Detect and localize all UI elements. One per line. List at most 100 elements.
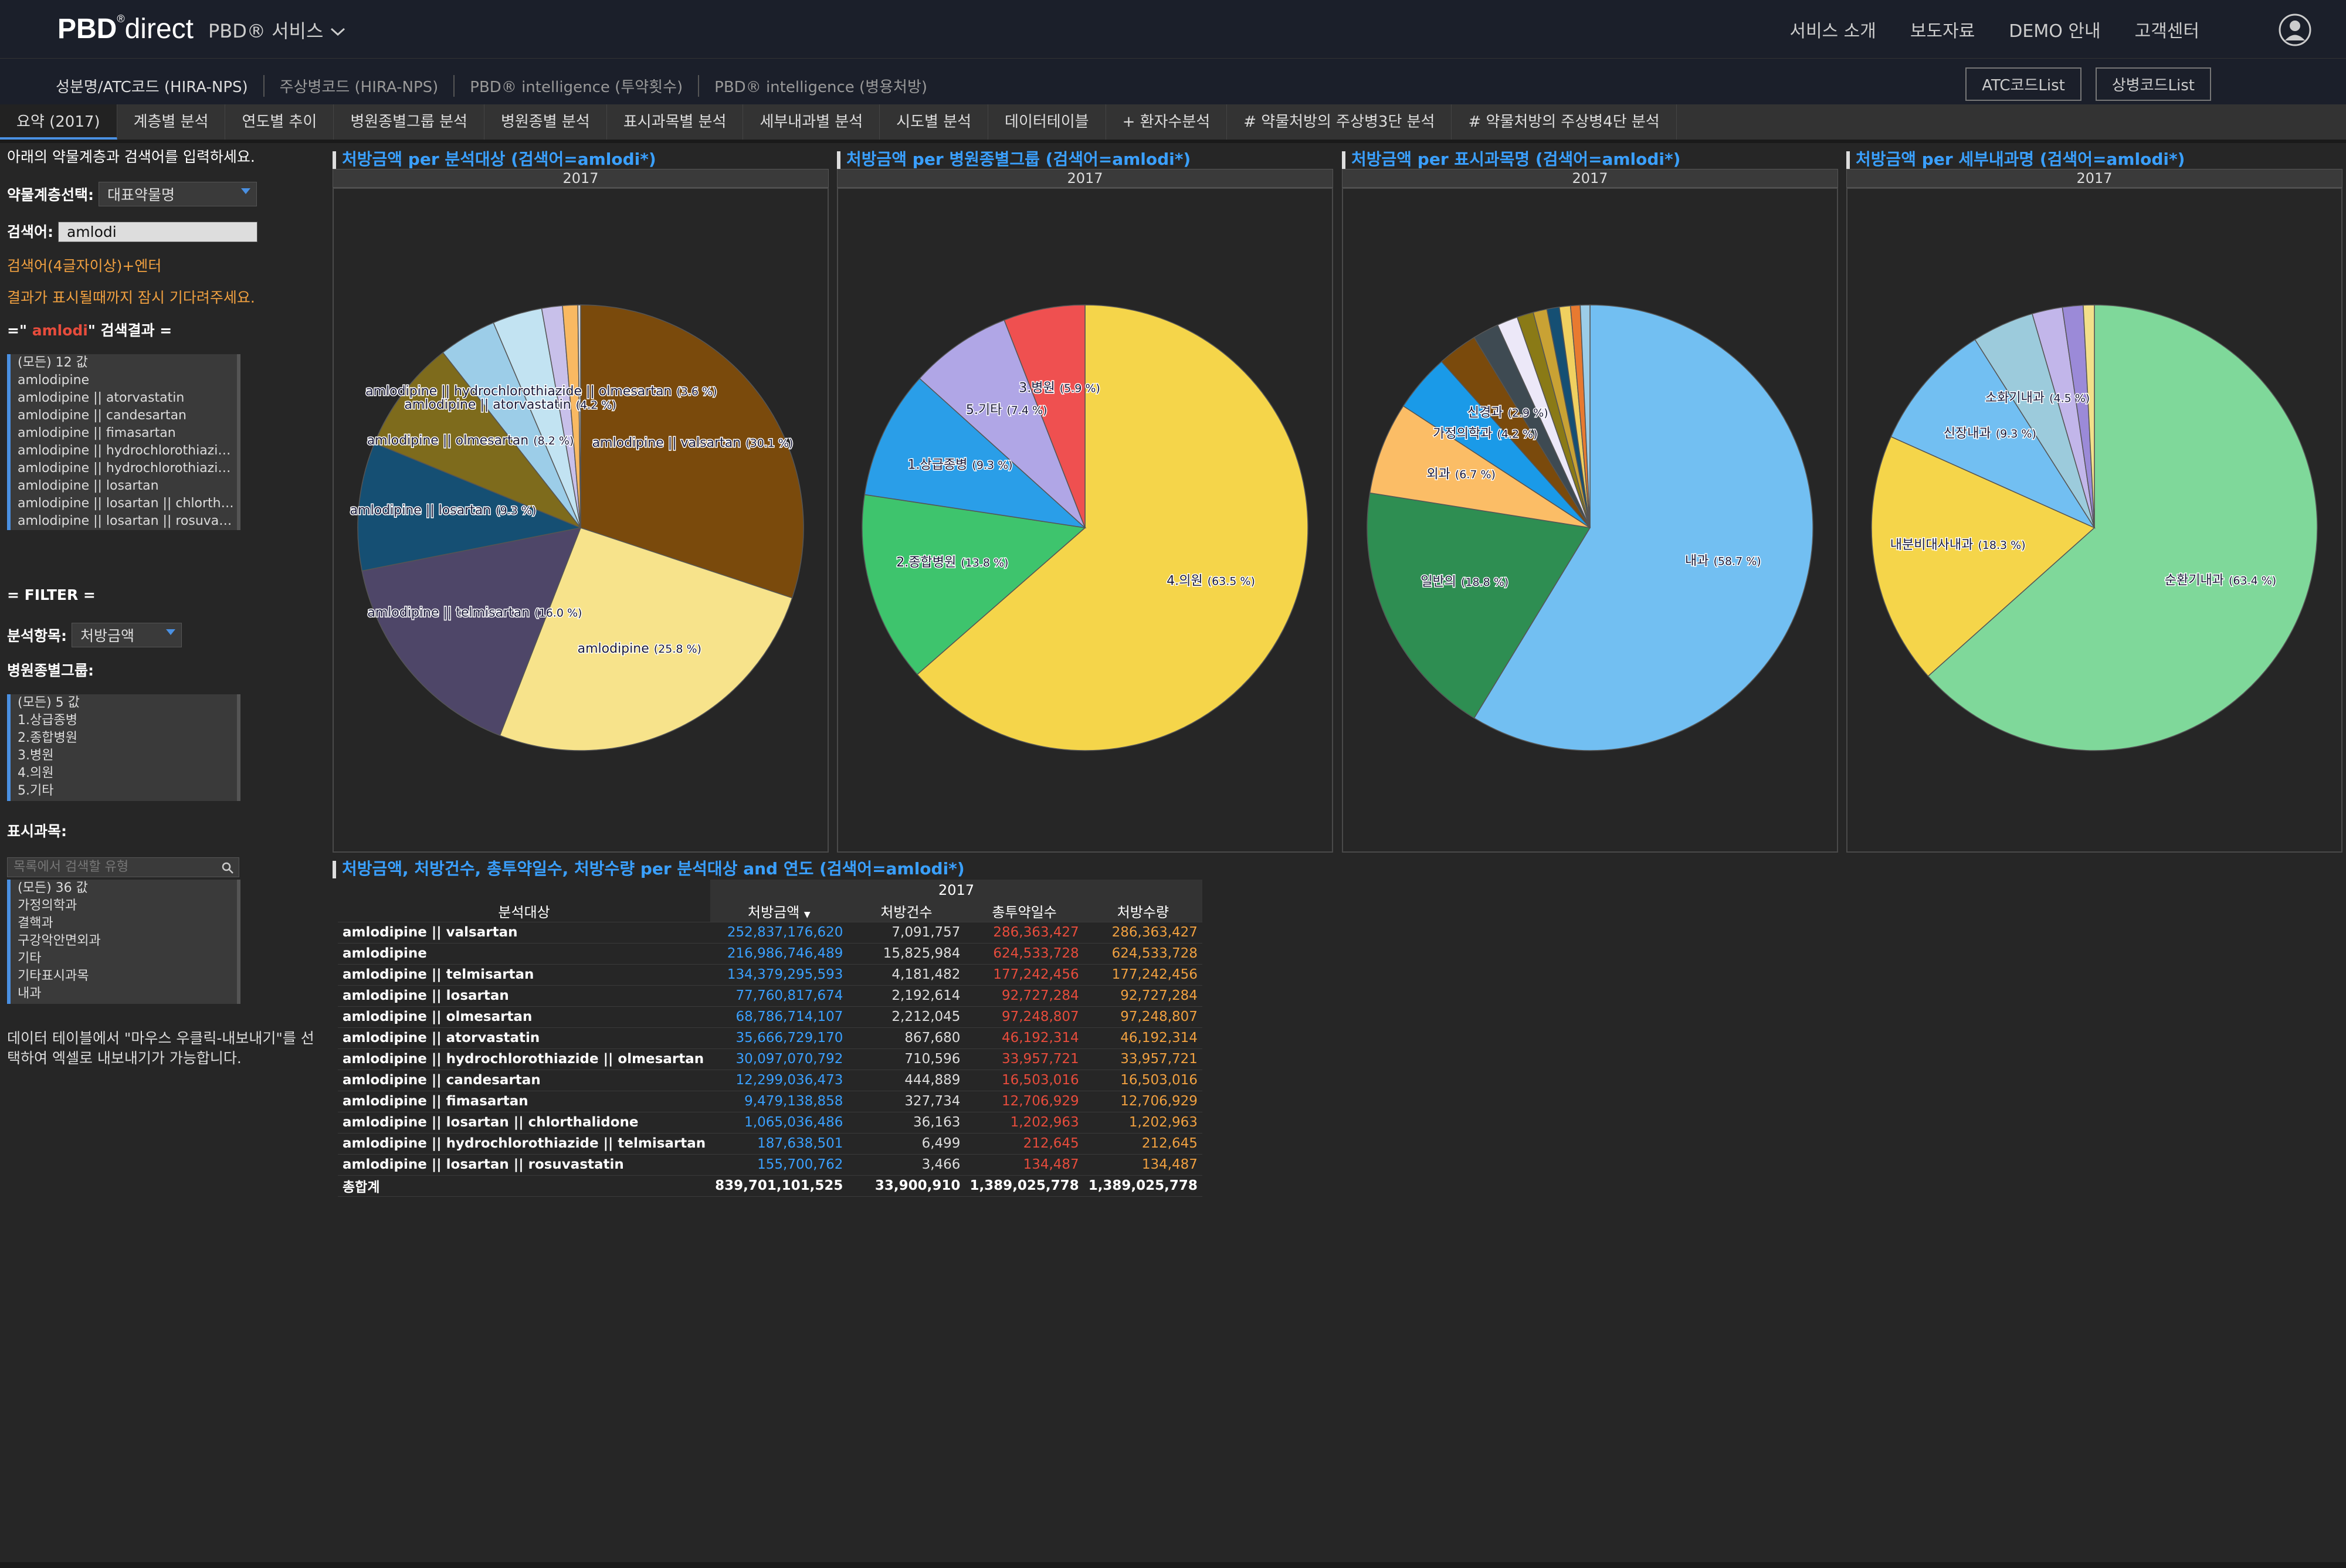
pie-slice[interactable] [577,304,581,528]
table-row[interactable]: amlodipine || telmisartan 134,379,295,593… [338,964,1202,985]
table-row[interactable]: amlodipine || hydrochlorothiazide || tel… [338,1133,1202,1154]
table-row[interactable]: amlodipine 216,986,746,489 15,825,984 624,5… [338,943,1202,964]
pie-label: 내과 (58.7 %) [1685,554,1761,569]
pie-slice[interactable] [2083,304,2095,528]
pie-slice[interactable] [1890,339,2096,529]
list-item[interactable]: amlodipine || losartan || rosuvastatin [18,514,237,528]
list-item[interactable]: 구강악안면외과 [18,934,101,948]
pie-slice[interactable] [862,494,1086,676]
top-bar: PBD®direct PBD® 서비스 서비스 소개 보도자료 DEMO 안내 … [0,0,2346,59]
list-item[interactable]: 4.의원 [18,766,54,780]
pie-slice[interactable] [580,304,804,599]
subnav-intel-dose[interactable]: PBD® intelligence (투약횟수) [453,75,698,97]
list-item[interactable]: amlodipine || losartan [18,478,159,493]
code-buttons: ATC코드List 상병코드List [1965,67,2211,101]
tab-hospital-type[interactable]: 병원종별 분석 [484,104,607,140]
table-row[interactable]: amlodipine || atorvastatin 35,666,729,170… [338,1027,1202,1048]
tab-diagnosis4[interactable]: # 약물처방의 주상병4단 분석 [1452,104,1677,140]
pie-slice[interactable] [1473,304,1813,751]
list-item[interactable]: 기타표시과목 [18,969,89,983]
list-item[interactable]: 결핵과 [18,916,53,931]
subnav-disease[interactable]: 주상병코드 (HIRA-NPS) [263,75,454,97]
list-item[interactable]: 2.종합병원 [18,731,77,745]
nav-demo[interactable]: DEMO 안내 [2009,21,2101,42]
pie-slice[interactable] [1871,436,2096,677]
list-item[interactable]: 내과 [18,986,42,1001]
list-item[interactable]: amlodipine [18,373,90,388]
search-input[interactable]: amlodi [57,222,257,242]
subnav-ingredient[interactable]: 성분명/ATC코드 (HIRA-NPS) [56,79,248,96]
list-item[interactable]: amlodipine || hydrochlorothiazide |... [18,443,237,458]
tab-hospital-group[interactable]: 병원종별그룹 분석 [334,104,484,140]
table-row[interactable]: amlodipine || losartan || rosuvastatin 15… [338,1154,1202,1175]
pie-chart[interactable]: 4.의원 (63.5 %) 2.종합병원 (13.8 %) 1.상급종병 (9.3 %) 5… [837,188,1333,853]
tab-dept[interactable]: 표시과목별 분석 [607,104,744,140]
list-item[interactable]: 가정의학과 [18,898,77,913]
sort-down-icon[interactable]: ▼ [804,910,811,920]
list-item[interactable]: (모든) 5 값 [18,695,80,710]
list-item[interactable]: amlodipine || candesartan [18,408,187,423]
row-value: 2,212,045 [891,1009,961,1024]
row-target: amlodipine || losartan || rosuvastatin [343,1157,624,1172]
col-amount[interactable]: 처방금액 ▼ [710,901,848,922]
list-item[interactable]: amlodipine || losartan || chlorthalid... [18,496,237,511]
tier-select[interactable]: 대표약물명 [98,182,257,206]
user-icon[interactable] [2278,13,2312,47]
nav-service-intro[interactable]: 서비스 소개 [1789,21,1876,42]
pie-slice[interactable] [1004,304,1086,528]
pie-slice[interactable] [864,378,1087,529]
dept-search-input[interactable]: 목록에서 검색할 유형 [7,857,239,877]
row-value: 97,248,807 [1001,1009,1079,1024]
list-item[interactable]: 1.상급종병 [18,713,77,728]
list-item[interactable]: 3.병원 [18,748,54,763]
pie-slice[interactable] [1579,304,1591,528]
search-icon[interactable] [221,861,234,874]
analysis-select[interactable]: 처방금액 [71,623,182,647]
subnav-intel-combo[interactable]: PBD® intelligence (병용처방) [698,75,943,97]
pie-label-name: 소화기내과 [1985,391,2045,405]
tab-tier[interactable]: 계층별 분석 [117,104,226,140]
tab-datatable[interactable]: 데이터테이블 [988,104,1106,140]
atc-code-list-button[interactable]: ATC코드List [1965,67,2081,101]
table-row[interactable]: amlodipine || fimasartan 9,479,138,858 327… [338,1091,1202,1112]
table-row[interactable]: amlodipine || losartan || chlorthalidone… [338,1112,1202,1133]
pie-slice[interactable] [361,527,582,737]
list-item[interactable]: (모든) 12 값 [18,355,88,370]
tab-diagnosis3[interactable]: # 약물처방의 주상병3단 분석 [1227,104,1452,140]
tab-region[interactable]: 시도별 분석 [880,104,989,140]
list-item[interactable]: amlodipine || hydrochlorothiazide |... [18,461,237,476]
pie-chart[interactable]: amlodipine || valsartan (30.1 %)amlodipin… [333,188,829,853]
table-row[interactable]: amlodipine || candesartan 12,299,036,473 4… [338,1070,1202,1091]
nav-support[interactable]: 고객센터 [2134,21,2199,42]
nav-press[interactable]: 보도자료 [1910,21,1975,42]
pie-label-name: 내분비대사내과 [1890,538,1974,552]
tab-yearly[interactable]: 연도별 추이 [225,104,334,140]
table-row[interactable]: amlodipine || hydrochlorothiazide || olm… [338,1048,1202,1070]
tab-summary[interactable]: 요약 (2017) [0,104,117,140]
tab-internal[interactable]: 세부내과별 분석 [743,104,880,140]
tab-patients[interactable]: + 환자수분석 [1106,104,1228,140]
disease-code-list-button[interactable]: 상병코드List [2095,67,2211,101]
analysis-select-value: 처방금액 [80,627,134,644]
pie-slice[interactable] [918,319,1086,528]
pie-slice[interactable] [1367,492,1591,719]
table-row[interactable]: amlodipine || valsartan 252,837,176,620 7,… [338,922,1202,943]
pie-slice[interactable] [1927,304,2318,751]
list-item[interactable]: 기타 [18,951,42,966]
list-item[interactable]: (모든) 36 값 [18,881,88,895]
pie-chart[interactable]: 순환기내과 (63.4 %) 내분비대사내과 (18.3 %) 신장내과 (9.3 %) 소… [1846,188,2342,853]
table-row[interactable]: amlodipine || olmesartan 68,786,714,107 2,… [338,1006,1202,1027]
service-menu[interactable]: PBD® 서비스 [208,16,346,43]
pie-slice[interactable] [499,527,793,751]
pie-slice[interactable] [374,352,582,529]
pie-chart[interactable]: 내과 (58.7 %) 일반의 (18.8 %) 외과 (6.7 %) 가정의학과 (4.2 … [1342,188,1838,853]
pie-label-name: 가정의학과 [1433,426,1492,441]
pie-slice[interactable] [916,304,1308,751]
pie-slice[interactable] [357,442,582,572]
list-item[interactable]: amlodipine || fimasartan [18,426,176,440]
table-row[interactable]: amlodipine || losartan 77,760,817,674 2,19… [338,985,1202,1006]
list-item[interactable]: 5.기타 [18,783,54,798]
pie-slice[interactable] [1369,405,1591,528]
logo[interactable]: PBD®direct [57,13,194,45]
list-item[interactable]: amlodipine || atorvastatin [18,391,185,405]
